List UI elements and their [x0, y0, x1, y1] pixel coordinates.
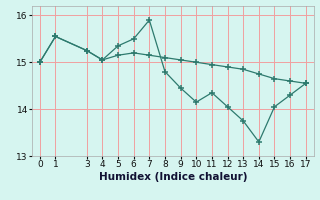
X-axis label: Humidex (Indice chaleur): Humidex (Indice chaleur) — [99, 172, 247, 182]
